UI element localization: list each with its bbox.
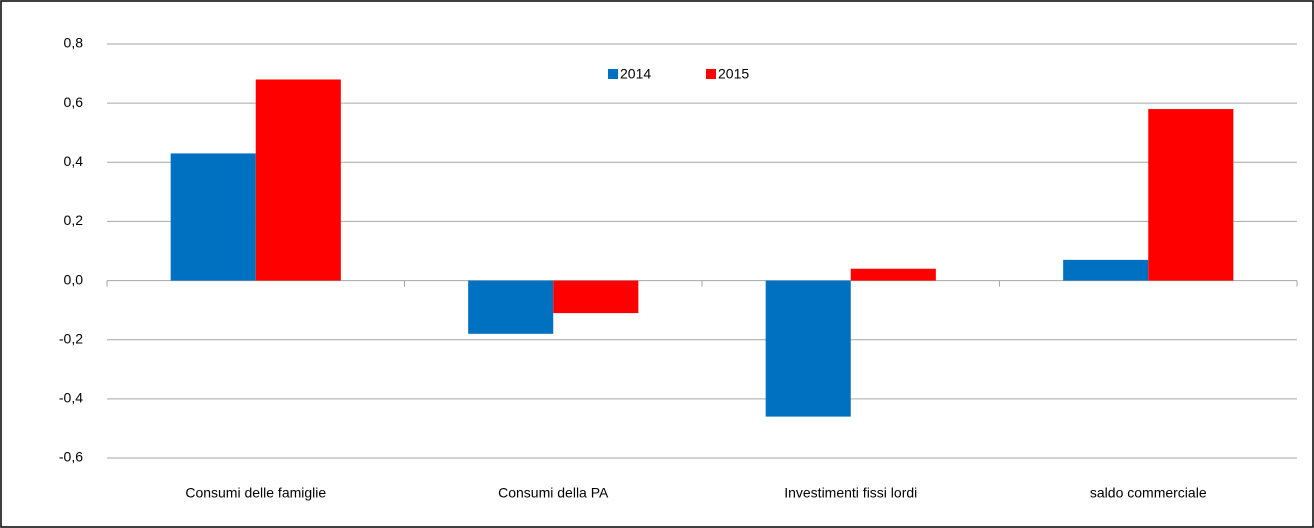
bar [1063,259,1149,281]
x-tick-label: Investimenti fissi lordi [784,485,917,501]
bar [170,153,256,281]
y-tick-label: -0,4 [59,390,83,406]
bar [765,280,851,417]
legend-label: 2014 [620,66,651,82]
y-tick-label: -0,6 [59,449,83,465]
y-tick-label: 0,0 [64,271,84,287]
bar [468,280,554,334]
bar [553,280,639,314]
bar [1148,109,1234,281]
legend-label: 2015 [718,66,749,82]
legend-swatch [706,69,716,79]
legend-swatch [608,69,618,79]
x-tick-label: Consumi della PA [498,485,609,501]
y-tick-label: 0,4 [64,153,84,169]
y-tick-label: 0,2 [64,212,84,228]
x-tick-label: Consumi delle famiglie [185,485,326,501]
bar [255,79,341,281]
y-tick-label: 0,8 [64,35,84,51]
y-tick-label: -0,2 [59,330,83,346]
bar [850,268,936,281]
y-tick-label: 0,6 [64,94,84,110]
x-tick-label: saldo commerciale [1090,485,1207,501]
